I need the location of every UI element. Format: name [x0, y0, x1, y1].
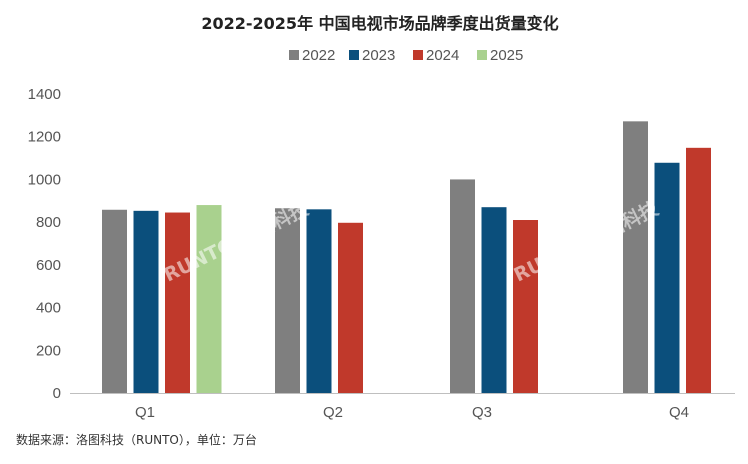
x-tick-label: Q4: [669, 404, 689, 421]
bar-q3-2022: [450, 179, 475, 393]
legend-label-2022: 2022: [302, 47, 335, 64]
x-axis: Q1 Q2 Q3 Q4: [135, 404, 689, 421]
y-tick-label: 1000: [28, 171, 61, 188]
x-tick-label: Q1: [135, 404, 155, 421]
x-tick-label: Q2: [323, 404, 343, 421]
chart-title: 2022-2025年 中国电视市场品牌季度出货量变化: [201, 14, 558, 33]
y-tick-label: 800: [36, 214, 61, 231]
y-tick-label: 600: [36, 257, 61, 274]
y-tick-label: 1400: [28, 86, 61, 103]
legend-label-2025: 2025: [490, 47, 523, 64]
bar-q3-2023: [481, 207, 507, 393]
legend: 2022 2023 2024 2025: [289, 47, 523, 64]
legend-swatch-2023: [349, 50, 359, 60]
watermarks: RUNTO 洛图科技 RUNTO 洛图科技: [160, 196, 663, 286]
legend-swatch-2024: [413, 50, 423, 60]
legend-label-2024: 2024: [426, 47, 459, 64]
bar-q2-2023: [306, 209, 332, 393]
bar-q4-2024: [686, 147, 711, 393]
bar-q3-2024: [513, 220, 538, 393]
y-tick-label: 400: [36, 300, 61, 317]
legend-swatch-2022: [289, 50, 299, 60]
bar-q2-2024: [338, 222, 363, 393]
legend-label-2023: 2023: [362, 47, 395, 64]
source-note: 数据来源：洛图科技（RUNTO），单位：万台: [16, 432, 257, 447]
y-axis: 0 200 400 600 800 1000 1200 1400: [28, 86, 61, 402]
bar-q1-2024: [165, 212, 190, 393]
bar-q1-2023: [133, 210, 159, 393]
y-tick-label: 1200: [28, 129, 61, 146]
x-tick-label: Q3: [472, 404, 492, 421]
legend-swatch-2025: [477, 50, 487, 60]
bar-q1-2025: [196, 205, 222, 393]
bar-q4-2022: [623, 121, 648, 393]
y-tick-label: 0: [53, 385, 61, 402]
bar-q2-2022: [275, 208, 300, 393]
bars: [102, 121, 711, 393]
bar-q1-2022: [102, 209, 127, 393]
bar-q4-2023: [654, 162, 680, 393]
y-tick-label: 200: [36, 342, 61, 359]
